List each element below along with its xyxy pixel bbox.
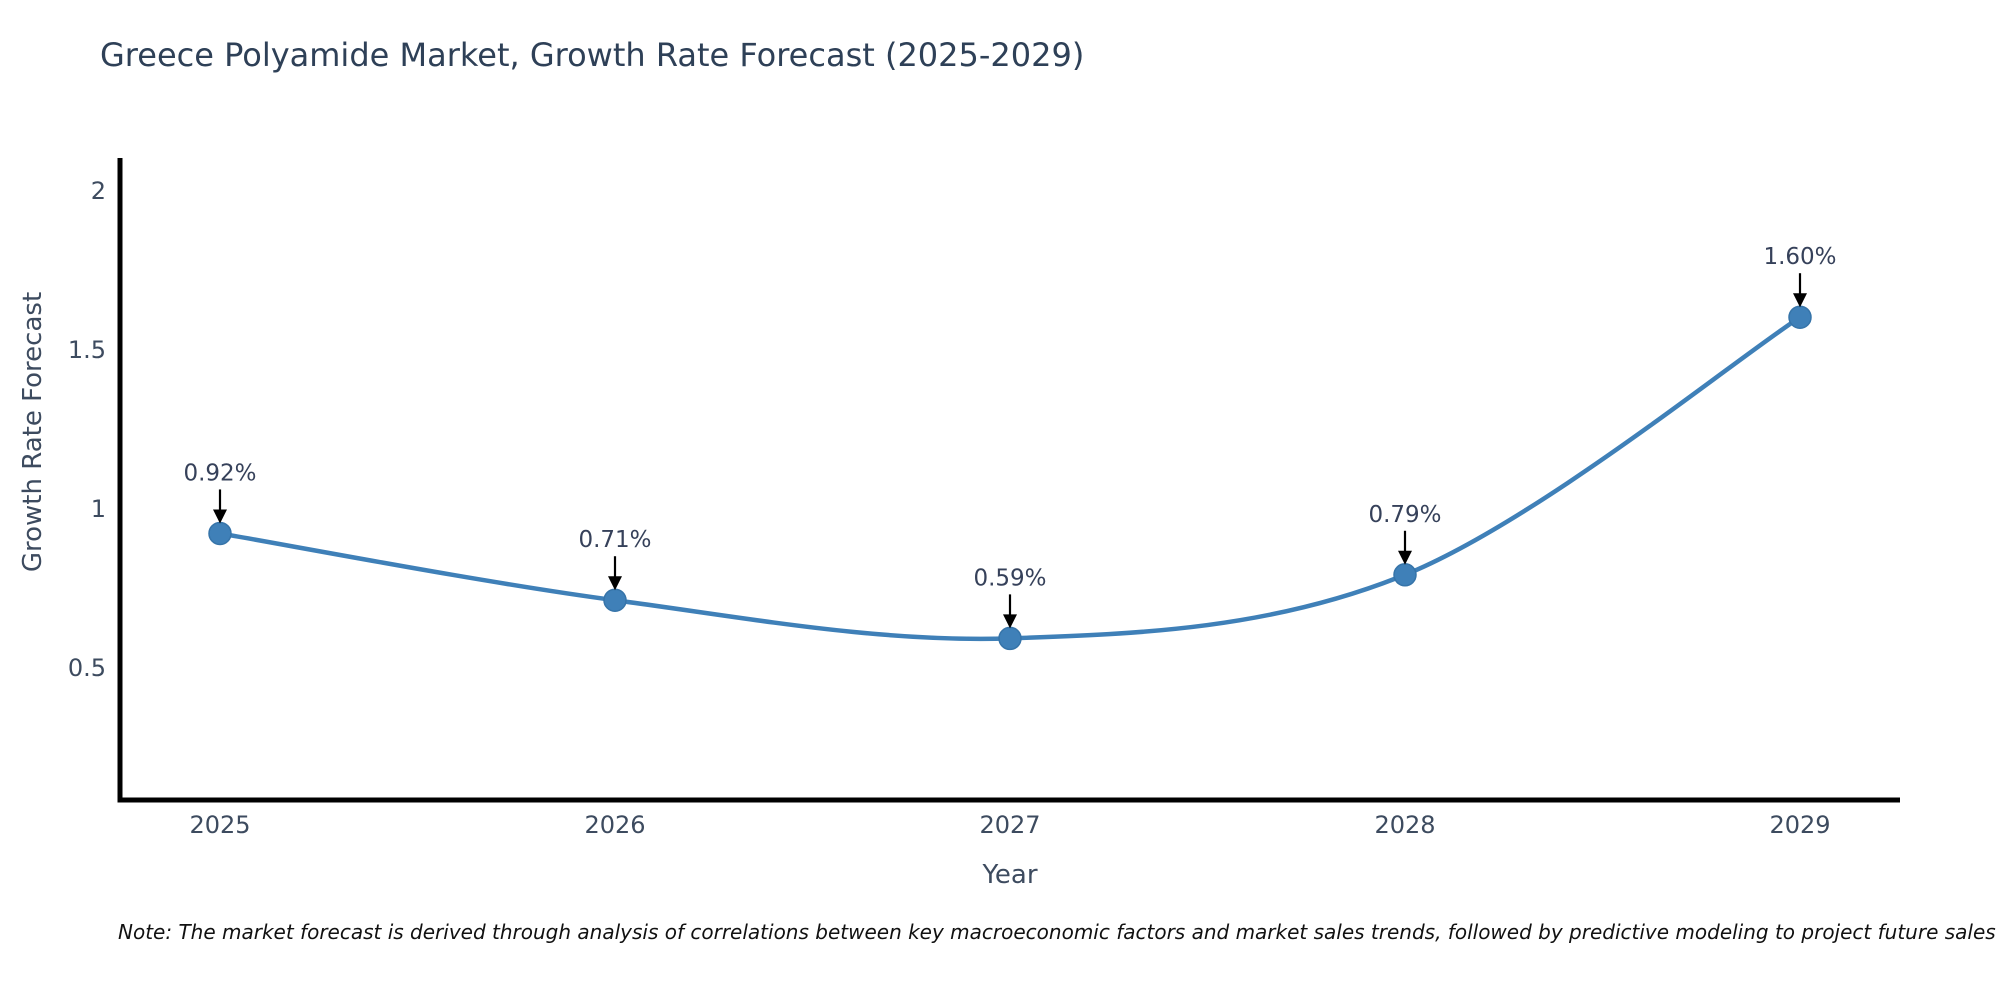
annotation-arrowhead [1793, 293, 1807, 308]
y-tick-label: 2 [91, 177, 106, 205]
footnote-text: Note: The market forecast is derived thr… [118, 920, 1996, 944]
x-tick-label: 2027 [979, 811, 1040, 839]
annotation-arrowhead [1003, 614, 1017, 629]
chart-title: Greece Polyamide Market, Growth Rate For… [100, 36, 1085, 74]
data-point [603, 588, 627, 612]
x-tick-label: 2029 [1769, 811, 1830, 839]
x-tick-label: 2025 [189, 811, 250, 839]
point-label: 1.60% [1763, 244, 1836, 270]
annotation-arrowhead [213, 509, 227, 524]
x-axis-title: Year [982, 860, 1038, 890]
point-label: 0.92% [183, 460, 256, 486]
y-tick-label: 0.5 [68, 654, 106, 682]
x-tick-label: 2026 [584, 811, 645, 839]
data-point [1393, 563, 1417, 587]
y-tick-label: 1.5 [68, 336, 106, 364]
data-point [208, 521, 232, 546]
y-tick-label: 1 [91, 495, 106, 523]
annotation-arrowhead [608, 576, 622, 591]
x-tick-label: 2028 [1374, 811, 1435, 839]
point-label: 0.79% [1368, 502, 1441, 528]
annotation-arrowhead [1398, 550, 1412, 565]
data-point [998, 626, 1022, 651]
point-label: 0.71% [578, 527, 651, 553]
y-axis-title: Growth Rate Forecast [18, 291, 48, 573]
data-point [1788, 305, 1812, 329]
point-label: 0.59% [973, 565, 1046, 591]
